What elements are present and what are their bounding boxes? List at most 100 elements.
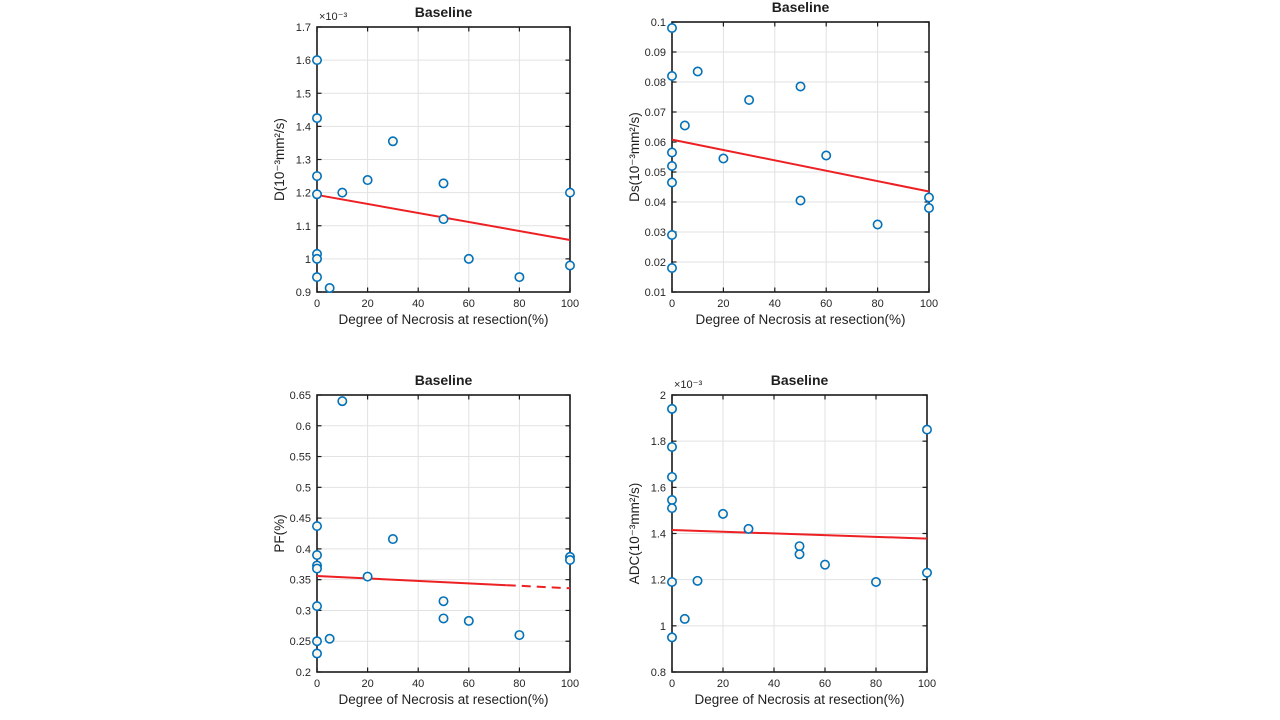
x-tick-label: 20 <box>717 298 729 310</box>
y-axis-label: Ds(10⁻³mm²/s) <box>627 112 642 202</box>
y-tick-label: 0.03 <box>645 227 666 239</box>
y-tick-label: 0.02 <box>645 257 666 269</box>
data-point-marker <box>312 601 323 612</box>
y-tick-label: 0.2 <box>296 667 311 679</box>
y-tick-label: 0.55 <box>290 452 311 464</box>
y-tick-label: 1.3 <box>296 155 311 167</box>
x-tick-label: 40 <box>768 678 780 690</box>
data-point-marker <box>312 272 323 283</box>
x-tick-label: 100 <box>918 678 936 690</box>
x-tick-label: 60 <box>820 298 832 310</box>
data-point-marker <box>820 559 831 570</box>
data-point-marker <box>667 22 678 33</box>
x-tick-label: 80 <box>871 298 883 310</box>
y-tick-label: 2 <box>660 390 666 402</box>
data-point-marker <box>718 153 729 164</box>
data-point-marker <box>923 192 934 203</box>
data-point-marker <box>362 571 373 582</box>
data-point-marker <box>921 567 932 578</box>
data-point-marker <box>679 120 690 131</box>
data-point-marker <box>667 230 678 241</box>
y-tick-label: 1.5 <box>296 88 311 100</box>
data-point-marker <box>312 563 323 574</box>
y-tick-label: 1.2 <box>296 188 311 200</box>
data-point-marker <box>794 541 805 552</box>
data-point-marker <box>795 81 806 92</box>
trend-line <box>671 138 930 193</box>
x-tick-label: 80 <box>513 678 525 690</box>
x-tick-label: 0 <box>314 678 320 690</box>
data-point-marker <box>821 150 832 161</box>
y-tick-label: 0.09 <box>645 47 666 59</box>
x-tick-label: 60 <box>819 678 831 690</box>
data-point-marker <box>324 283 335 294</box>
x-tick-label: 20 <box>717 678 729 690</box>
data-point-marker <box>438 178 449 189</box>
data-point-marker <box>692 575 703 586</box>
data-point-marker <box>923 203 934 214</box>
plot-svg: 0 20 40 60 80 100 0.8 1 1.2 1.4 1.6 1.8 2 ×10⁻³ Baseli… <box>585 368 960 720</box>
data-point-marker <box>667 161 678 172</box>
x-tick-label: 20 <box>361 678 373 690</box>
plot-title: Baseline <box>415 4 473 20</box>
data-point-marker <box>438 613 449 624</box>
scatter-plot-adc-baseline: 0 20 40 60 80 100 0.8 1 1.2 1.4 1.6 1.8 2 ×10⁻³ Baseli… <box>585 368 960 720</box>
x-tick-label: 60 <box>463 298 475 310</box>
y-axis-label: PF(%) <box>272 514 287 552</box>
data-point-marker <box>667 147 678 158</box>
data-point-marker <box>564 187 575 198</box>
data-point-marker <box>312 113 323 124</box>
data-point-marker <box>387 136 398 147</box>
data-point-marker <box>337 396 348 407</box>
data-point-marker <box>312 171 323 182</box>
plot-title: Baseline <box>772 0 830 15</box>
trend-line-solid <box>316 574 507 587</box>
y-tick-label: 0.04 <box>645 197 666 209</box>
x-tick-label: 60 <box>463 678 475 690</box>
trend-line-dashed <box>506 584 571 590</box>
y-tick-label: 0.3 <box>296 605 311 617</box>
data-point-marker <box>743 523 754 534</box>
y-tick-label: 0.35 <box>290 575 311 587</box>
y-axis-label: D(10⁻³mm²/s) <box>272 118 287 201</box>
y-tick-label: 1.6 <box>651 482 666 494</box>
y-axis-multiplier: ×10⁻³ <box>674 379 702 391</box>
data-point-marker <box>463 253 474 264</box>
y-tick-label: 1.4 <box>296 121 311 133</box>
y-axis-label: ADC(10⁻³mm²/s) <box>627 483 642 585</box>
plot-title: Baseline <box>415 372 473 388</box>
x-tick-label: 80 <box>870 678 882 690</box>
data-point-marker <box>564 554 575 565</box>
data-point-marker <box>362 175 373 186</box>
data-point-marker <box>312 55 323 66</box>
y-tick-label: 0.8 <box>651 667 666 679</box>
data-point-marker <box>667 471 678 482</box>
y-tick-label: 1.4 <box>651 529 666 541</box>
data-point-marker <box>438 596 449 607</box>
x-axis-label: Degree of Necrosis at resection(%) <box>694 692 904 707</box>
x-tick-label: 100 <box>920 298 938 310</box>
data-point-marker <box>312 189 323 200</box>
data-point-marker <box>667 495 678 506</box>
y-tick-label: 0.01 <box>645 287 666 299</box>
y-tick-label: 1.1 <box>296 221 311 233</box>
y-tick-label: 0.5 <box>296 482 311 494</box>
y-axis-multiplier: ×10⁻³ <box>319 11 347 23</box>
y-tick-label: 0.65 <box>290 390 311 402</box>
y-tick-label: 0.07 <box>645 107 666 119</box>
x-tick-label: 20 <box>361 298 373 310</box>
data-point-marker <box>312 648 323 659</box>
data-point-marker <box>514 630 525 641</box>
plot-background <box>230 0 605 348</box>
scatter-plot-d-baseline: 0 20 40 60 80 100 0.9 1 1.1 1.2 1.3 1.4 1.5 1.6 1.7 ×10… <box>230 0 605 348</box>
data-point-marker <box>312 550 323 561</box>
plot-background <box>585 368 960 720</box>
plot-svg: 0 20 40 60 80 100 0.9 1 1.1 1.2 1.3 1.4 1.5 1.6 1.7 ×10… <box>230 0 605 348</box>
y-tick-label: 1.7 <box>296 22 311 34</box>
x-tick-label: 0 <box>314 298 320 310</box>
data-point-marker <box>744 95 755 106</box>
data-point-marker <box>667 441 678 452</box>
data-point-marker <box>438 214 449 225</box>
data-point-marker <box>795 195 806 206</box>
scatter-plot-ds-baseline: 0 20 40 60 80 100 0.01 0.02 0.03 0.04 0.05 0.06 0.07… <box>585 0 960 348</box>
